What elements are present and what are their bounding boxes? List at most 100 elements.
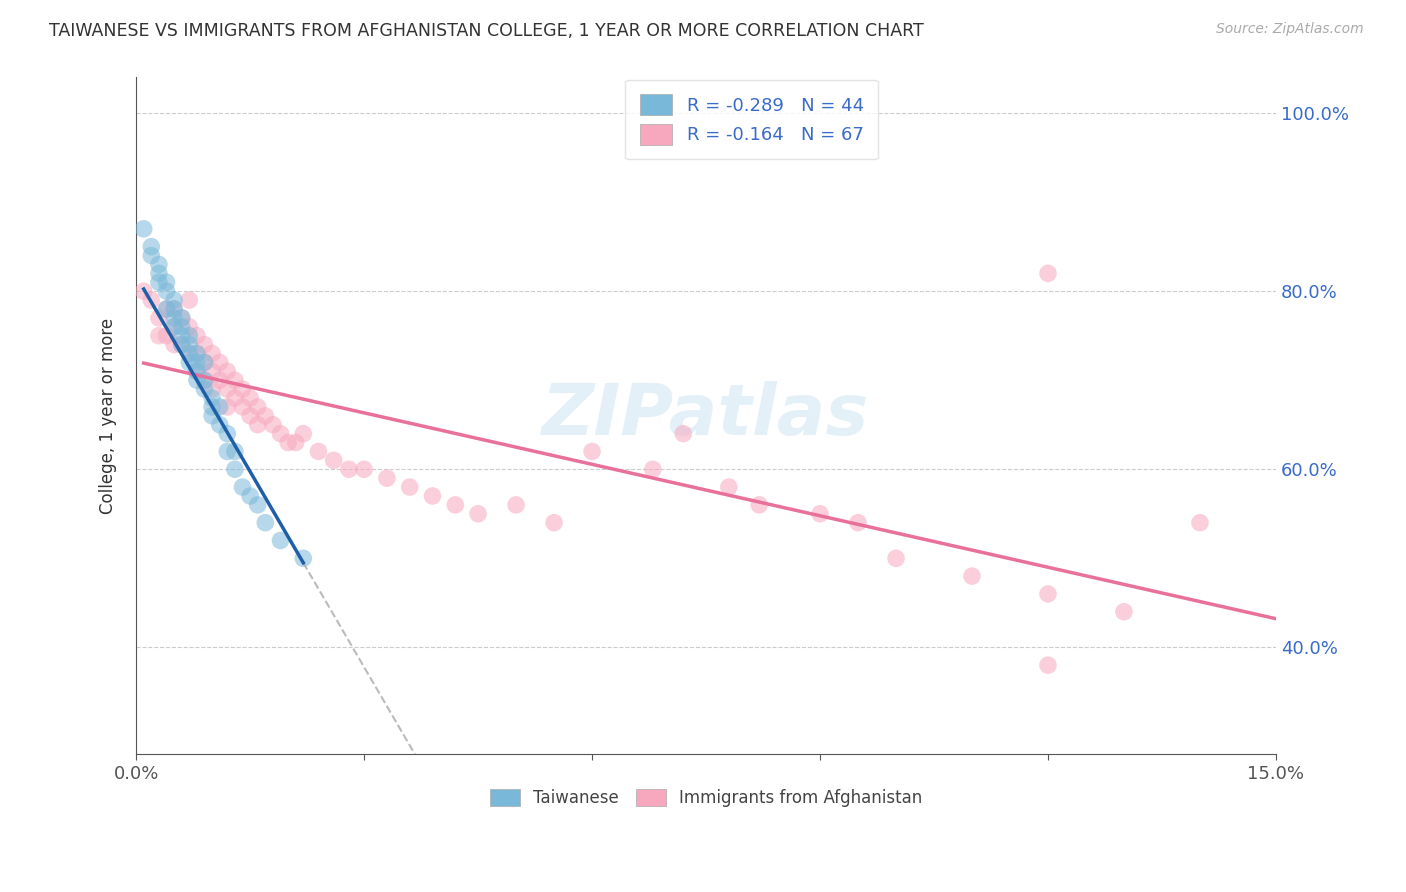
- Point: [217, 426, 239, 441]
- Text: TAIWANESE VS IMMIGRANTS FROM AFGHANISTAN COLLEGE, 1 YEAR OR MORE CORRELATION CHA: TAIWANESE VS IMMIGRANTS FROM AFGHANISTAN…: [49, 22, 924, 40]
- Point: [224, 462, 246, 476]
- Point: [170, 310, 193, 325]
- Point: [262, 417, 284, 432]
- Point: [231, 400, 253, 414]
- Point: [444, 498, 467, 512]
- Point: [155, 275, 177, 289]
- Point: [201, 346, 224, 360]
- Point: [246, 417, 269, 432]
- Point: [170, 328, 193, 343]
- Point: [170, 310, 193, 325]
- Point: [269, 426, 291, 441]
- Point: [224, 444, 246, 458]
- Point: [148, 257, 170, 271]
- Point: [1112, 605, 1135, 619]
- Point: [748, 498, 770, 512]
- Point: [179, 337, 201, 351]
- Point: [543, 516, 565, 530]
- Point: [148, 275, 170, 289]
- Point: [179, 293, 201, 307]
- Point: [193, 355, 215, 369]
- Point: [132, 284, 155, 298]
- Point: [186, 373, 208, 387]
- Point: [163, 310, 186, 325]
- Point: [141, 293, 163, 307]
- Point: [163, 319, 186, 334]
- Point: [170, 337, 193, 351]
- Point: [246, 400, 269, 414]
- Point: [163, 319, 186, 334]
- Point: [217, 400, 239, 414]
- Point: [170, 337, 193, 351]
- Point: [254, 516, 277, 530]
- Point: [217, 382, 239, 396]
- Point: [148, 266, 170, 280]
- Point: [193, 373, 215, 387]
- Point: [163, 301, 186, 316]
- Point: [155, 301, 177, 316]
- Point: [201, 364, 224, 378]
- Point: [132, 222, 155, 236]
- Point: [846, 516, 869, 530]
- Point: [1036, 658, 1059, 673]
- Point: [201, 391, 224, 405]
- Point: [148, 310, 170, 325]
- Point: [224, 391, 246, 405]
- Point: [201, 382, 224, 396]
- Point: [239, 489, 262, 503]
- Point: [641, 462, 664, 476]
- Point: [269, 533, 291, 548]
- Point: [239, 409, 262, 423]
- Point: [155, 284, 177, 298]
- Point: [239, 391, 262, 405]
- Point: [292, 426, 315, 441]
- Point: [193, 337, 215, 351]
- Point: [163, 293, 186, 307]
- Point: [208, 373, 231, 387]
- Point: [277, 435, 299, 450]
- Point: [308, 444, 330, 458]
- Point: [179, 319, 201, 334]
- Point: [1188, 516, 1211, 530]
- Point: [284, 435, 307, 450]
- Y-axis label: College, 1 year or more: College, 1 year or more: [100, 318, 117, 514]
- Point: [141, 248, 163, 262]
- Point: [186, 355, 208, 369]
- Point: [179, 346, 201, 360]
- Point: [208, 355, 231, 369]
- Point: [141, 239, 163, 253]
- Text: Source: ZipAtlas.com: Source: ZipAtlas.com: [1216, 22, 1364, 37]
- Point: [186, 346, 208, 360]
- Point: [505, 498, 527, 512]
- Point: [808, 507, 831, 521]
- Point: [179, 355, 201, 369]
- Point: [398, 480, 420, 494]
- Point: [201, 409, 224, 423]
- Point: [337, 462, 360, 476]
- Point: [422, 489, 444, 503]
- Point: [179, 328, 201, 343]
- Point: [224, 373, 246, 387]
- Text: ZIPatlas: ZIPatlas: [543, 381, 870, 450]
- Point: [170, 319, 193, 334]
- Point: [581, 444, 603, 458]
- Point: [201, 400, 224, 414]
- Point: [193, 355, 215, 369]
- Point: [186, 364, 208, 378]
- Point: [179, 346, 201, 360]
- Point: [217, 444, 239, 458]
- Point: [148, 328, 170, 343]
- Point: [186, 346, 208, 360]
- Point: [231, 382, 253, 396]
- Point: [186, 328, 208, 343]
- Point: [186, 364, 208, 378]
- Point: [254, 409, 277, 423]
- Point: [231, 480, 253, 494]
- Point: [193, 373, 215, 387]
- Point: [155, 301, 177, 316]
- Point: [322, 453, 344, 467]
- Point: [1036, 587, 1059, 601]
- Point: [217, 364, 239, 378]
- Point: [353, 462, 375, 476]
- Point: [717, 480, 740, 494]
